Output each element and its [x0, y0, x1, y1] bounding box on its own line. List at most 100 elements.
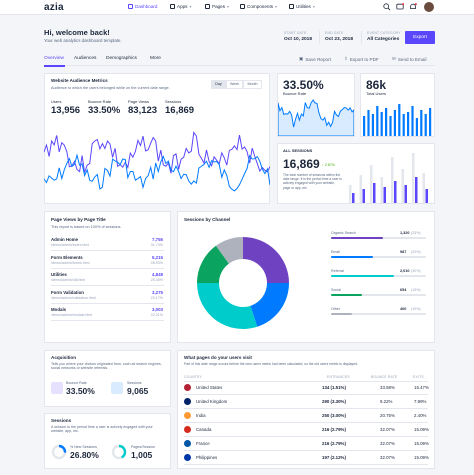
card-title: Sessions [51, 418, 72, 423]
event-category-value[interactable]: All Categories [367, 37, 400, 42]
page-title: Hi, welcome back! [44, 28, 110, 37]
divider [51, 267, 164, 269]
page-title-cell[interactable]: Form Elements [51, 254, 83, 260]
users-bar [415, 118, 418, 136]
donut-slice [250, 283, 289, 327]
acquisition-card [44, 350, 171, 407]
channel-bar-fill [331, 313, 352, 315]
sessions-value: 16,869 [283, 157, 320, 171]
channel-value: 987 [400, 250, 407, 254]
sessions-bar [412, 153, 415, 203]
chat-icon[interactable] [396, 3, 404, 11]
tab-demographics[interactable]: Demographics [106, 56, 137, 61]
sessions-change-value: 2.87% [324, 163, 335, 167]
upload-icon: ⇪ [344, 56, 348, 61]
nav-pages[interactable]: Pages ▾ [205, 4, 229, 9]
sessions-bar [394, 181, 397, 203]
users-bar [376, 106, 379, 136]
divider [184, 381, 428, 382]
bounce-rate-label: Bounce Rate [283, 91, 307, 96]
action-label: Send to Email [397, 56, 427, 62]
country-entrances: 216 (2.79%) [322, 441, 346, 446]
page-title-cell[interactable]: Form Validation [51, 289, 84, 295]
users-bar [367, 110, 370, 136]
tab-audiences[interactable]: Audiences [74, 56, 97, 61]
event-category-label: EVENT CATEGORY [367, 31, 401, 35]
users-bar [380, 112, 383, 136]
metric-label: Sessions [165, 99, 182, 104]
page-title-cell[interactable]: Admin Home [51, 237, 79, 242]
top-navbar: azia Dashboard Apps ▾ Pages ▾ Components ▾ … [0, 0, 474, 15]
metric-label: Bounce Rate [88, 99, 112, 104]
save-report-button[interactable]: ▣ Save Report [299, 56, 331, 62]
range-week-button[interactable]: Week [226, 80, 243, 89]
donut-slice [243, 237, 289, 283]
logo[interactable]: azia [44, 2, 64, 13]
range-month-button[interactable]: Month [243, 80, 262, 89]
action-label: Export to PDF [349, 56, 379, 62]
search-icon[interactable] [383, 3, 391, 11]
channel-value: 1,320 [400, 231, 410, 235]
acq-value: 33.50% [66, 386, 95, 396]
divider [51, 285, 164, 286]
card-description: Audience to which the users belonged whi… [51, 86, 170, 90]
tab-more[interactable]: More [150, 56, 161, 61]
sessions-change: ↑ 2.87% [322, 163, 335, 167]
sessions-bar [415, 177, 418, 203]
tab-overview[interactable]: Overview [44, 56, 64, 61]
metric-value: 83,123 [128, 105, 158, 116]
users-bar [385, 108, 388, 136]
country-entrances: 197 (2.12%) [322, 455, 346, 460]
page-title-cell[interactable]: Modals [51, 307, 67, 312]
divider [184, 394, 428, 395]
page-url-cell: /demo/admin/modals.html [51, 313, 93, 317]
channel-value: 400 [400, 307, 407, 311]
nav-dashboard[interactable]: Dashboard [128, 4, 157, 9]
end-date-label: END DATE [325, 31, 344, 35]
country-exits: 2.40% [414, 413, 427, 418]
donut-slice [197, 245, 229, 283]
send-email-button[interactable]: ✉ Send to Email [392, 56, 426, 62]
divider [51, 302, 164, 304]
sessions-value: 26.80% [70, 450, 99, 460]
country-bounce: 32.07% [380, 455, 395, 460]
export-pdf-button[interactable]: ⇪ Export to PDF [344, 56, 379, 62]
card-description: A session is the period time a user is a… [51, 425, 153, 434]
divider [184, 436, 428, 437]
country-exits: 15.09% [414, 441, 429, 446]
action-label: Save Report [305, 56, 331, 62]
acq-label: Bounce Rate [66, 381, 87, 385]
nav-components[interactable]: Components ▾ [240, 4, 277, 9]
users-bar [407, 112, 410, 136]
start-date-value[interactable]: Oct 10, 2018 [284, 37, 313, 42]
country-bounce: 32.07% [380, 441, 395, 446]
channel-bar-track [331, 294, 426, 296]
export-button[interactable]: Export [405, 31, 435, 44]
country-name: Canada [196, 427, 212, 432]
bell-icon[interactable] [409, 3, 417, 11]
country-entrances: 134 (1.51%) [322, 385, 346, 390]
avatar[interactable] [424, 2, 434, 12]
sessions-icon [111, 382, 123, 394]
donut-slice [197, 283, 258, 329]
channel-bar-track [331, 313, 426, 315]
channel-name: Referral [331, 269, 344, 273]
country-name: United Kingdom [196, 399, 228, 404]
page-views-percent: 23.17% [150, 295, 163, 300]
country-entrances: 216 (2.79%) [322, 427, 346, 432]
range-day-button[interactable]: Day [211, 80, 226, 89]
nav-label: Dashboard [135, 4, 158, 9]
mail-icon: ✉ [392, 56, 396, 61]
sessions-bar [422, 173, 425, 203]
users-bar [363, 116, 366, 136]
page-title-cell[interactable]: Utilities [51, 272, 67, 277]
end-date-value[interactable]: Oct 23, 2018 [325, 37, 354, 42]
nav-utilities[interactable]: Utilities ▾ [289, 4, 315, 9]
bounce-rate-icon [51, 382, 63, 394]
sessions-bar [349, 185, 352, 203]
sessions-bar [404, 185, 407, 203]
nav-apps[interactable]: Apps ▾ [170, 4, 192, 9]
country-entrances: 290 (3.30%) [322, 399, 346, 404]
nav-label: Apps [177, 4, 188, 9]
page-views-percent: 25.35% [150, 278, 163, 282]
